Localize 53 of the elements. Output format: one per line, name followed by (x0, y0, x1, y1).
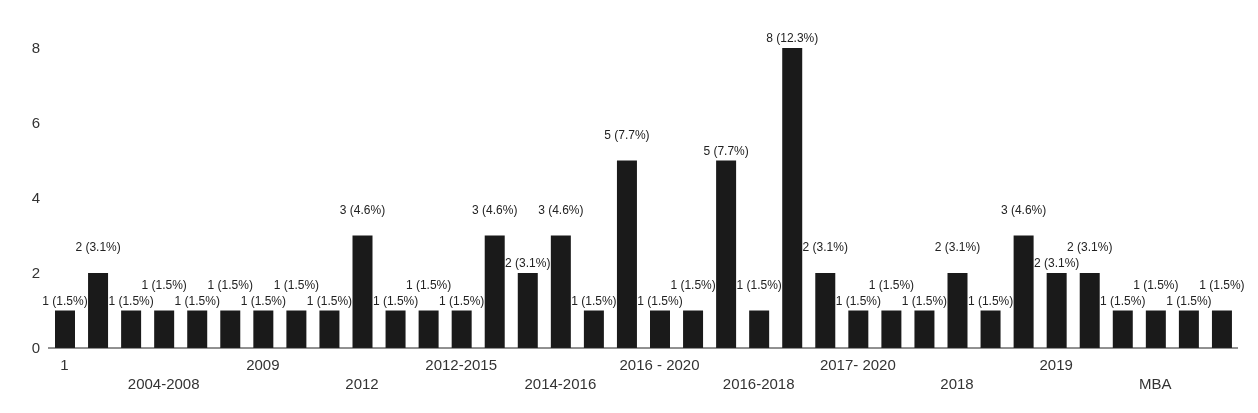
data-label: 1 (1.5%) (42, 293, 88, 308)
data-label: 1 (1.5%) (736, 277, 782, 292)
data-label: 1 (1.5%) (438, 293, 485, 308)
data-label: 1 (1.5%) (901, 293, 948, 308)
x-tick-label: 2016-2018 (722, 375, 795, 392)
data-label: 1 (1.5%) (670, 277, 716, 292)
x-tick-label: 2004-2008 (127, 375, 200, 392)
data-label: 1 (1.5%) (207, 277, 253, 292)
data-label: 1 (1.5%) (967, 293, 1014, 308)
data-label: 3 (4.6%) (339, 202, 386, 217)
x-tick-label: 2016 - 2020 (619, 356, 700, 373)
data-label: 5 (7.7%) (703, 143, 749, 158)
y-tick-label: 2 (31, 264, 40, 282)
data-label: 3 (4.6%) (472, 202, 518, 217)
x-tick-label: 2017- 2020 (819, 356, 896, 373)
data-label: 2 (3.1%) (1067, 240, 1113, 254)
data-label: 1 (1.5%) (273, 277, 320, 292)
data-label: 3 (4.6%) (538, 202, 584, 217)
x-tick-label: 2019 (1039, 356, 1073, 373)
x-tick-label: 1 (60, 356, 69, 373)
data-label: 2 (3.1%) (75, 240, 121, 254)
data-label: 8 (12.3%) (766, 31, 819, 45)
data-label: 1 (1.5%) (174, 293, 220, 308)
data-label: 1 (1.5%) (1166, 293, 1212, 308)
data-label: 1 (1.5%) (141, 277, 187, 292)
data-label: 1 (1.5%) (405, 277, 452, 292)
data-label: 2 (3.1%) (1033, 256, 1080, 270)
data-label: 1 (1.5%) (1199, 277, 1245, 292)
data-label: 1 (1.5%) (1133, 277, 1179, 292)
data-label: 2 (3.1%) (505, 256, 551, 270)
data-label: 1 (1.5%) (637, 293, 683, 308)
data-label: 1 (1.5%) (835, 293, 882, 308)
x-tick-label: 2014-2016 (524, 375, 597, 392)
data-label: 3 (4.6%) (1000, 202, 1047, 217)
data-label: 1 (1.5%) (372, 293, 419, 308)
y-tick-label: 8 (31, 39, 40, 57)
data-label: 2 (3.1%) (934, 240, 981, 254)
data-label: 5 (7.7%) (604, 127, 650, 142)
data-label: 1 (1.5%) (868, 277, 915, 292)
data-label: 1 (1.5%) (306, 293, 353, 308)
y-tick-label: 6 (31, 114, 40, 132)
y-tick-label: 0 (31, 339, 40, 357)
x-tick-label: 2012-2015 (425, 356, 498, 373)
x-tick-label: MBA (1139, 375, 1172, 392)
data-label: 1 (1.5%) (108, 293, 154, 308)
x-tick-label: 2009 (246, 356, 280, 373)
data-label: 2 (3.1%) (802, 240, 848, 254)
data-label: 1 (1.5%) (240, 293, 287, 308)
y-tick-label: 4 (31, 189, 40, 207)
data-label: 1 (1.5%) (571, 293, 617, 308)
x-tick-label: 2012 (345, 375, 379, 392)
x-tick-label: 2018 (940, 375, 974, 392)
data-label: 1 (1.5%) (1100, 293, 1146, 308)
